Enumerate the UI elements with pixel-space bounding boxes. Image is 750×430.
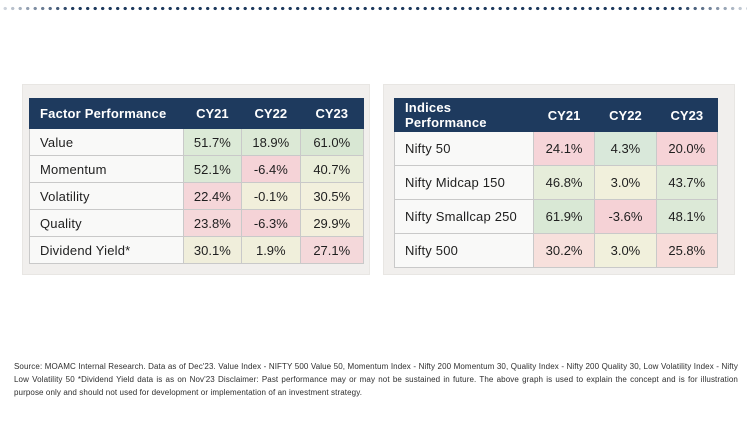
cell-value: 25.8% — [655, 233, 719, 268]
cell-value: 1.9% — [241, 236, 301, 264]
cell-value: 52.1% — [182, 155, 243, 183]
factor-col-cy23: CY23 — [299, 98, 365, 129]
table-row-dividend-yield: Dividend Yield* 30.1% 1.9% 27.1% — [29, 236, 365, 264]
cell-value: 29.9% — [299, 209, 365, 237]
cell-value: 4.3% — [594, 131, 657, 166]
cell-value: 3.0% — [594, 165, 657, 200]
table-row-volatility: Volatility 22.4% -0.1% 30.5% — [29, 182, 365, 210]
factor-table-header-row: Factor Performance CY21 CY22 CY23 — [29, 98, 365, 129]
dotted-divider — [3, 6, 747, 11]
table-row-nifty-smallcap-250: Nifty Smallcap 250 61.9% -3.6% 48.1% — [394, 199, 719, 234]
indices-col-cy23: CY23 — [655, 98, 719, 132]
cell-value: 18.9% — [241, 128, 301, 156]
table-row-momentum: Momentum 52.1% -6.4% 40.7% — [29, 155, 365, 183]
factor-col-cy22: CY22 — [241, 98, 301, 129]
table-row-value: Value 51.7% 18.9% 61.0% — [29, 128, 365, 156]
cell-value: 24.1% — [532, 131, 596, 166]
cell-value: 30.2% — [532, 233, 596, 268]
cell-value: 27.1% — [299, 236, 365, 264]
indices-col-cy22: CY22 — [594, 98, 657, 132]
cell-value: 30.5% — [299, 182, 365, 210]
table-row-nifty-50: Nifty 50 24.1% 4.3% 20.0% — [394, 131, 719, 166]
cell-value: 61.0% — [299, 128, 365, 156]
indices-table-title: Indices Performance — [394, 98, 534, 132]
table-row-nifty-midcap-150: Nifty Midcap 150 46.8% 3.0% 43.7% — [394, 165, 719, 200]
cell-value: 61.9% — [532, 199, 596, 234]
cell-value: 43.7% — [655, 165, 719, 200]
source-disclaimer-text: Source: MOAMC Internal Research. Data as… — [14, 362, 738, 397]
row-label: Momentum — [29, 155, 184, 183]
cell-value: 48.1% — [655, 199, 719, 234]
cell-value: 3.0% — [594, 233, 657, 268]
factor-performance-table: Factor Performance CY21 CY22 CY23 Value … — [29, 98, 365, 264]
table-row-quality: Quality 23.8% -6.3% 29.9% — [29, 209, 365, 237]
row-label: Quality — [29, 209, 184, 237]
cell-value: -0.1% — [241, 182, 301, 210]
cell-value: -6.4% — [241, 155, 301, 183]
row-label: Dividend Yield* — [29, 236, 184, 264]
indices-performance-table: Indices Performance CY21 CY22 CY23 Nifty… — [394, 98, 719, 268]
cell-value: 30.1% — [182, 236, 243, 264]
cell-value: -6.3% — [241, 209, 301, 237]
indices-table-header-row: Indices Performance CY21 CY22 CY23 — [394, 98, 719, 132]
cell-value: 22.4% — [182, 182, 243, 210]
row-label: Nifty Midcap 150 — [394, 165, 534, 200]
table-row-nifty-500: Nifty 500 30.2% 3.0% 25.8% — [394, 233, 719, 268]
row-label: Nifty 500 — [394, 233, 534, 268]
row-label: Nifty Smallcap 250 — [394, 199, 534, 234]
factor-performance-card: Factor Performance CY21 CY22 CY23 Value … — [22, 84, 370, 275]
factor-col-cy21: CY21 — [182, 98, 243, 129]
cell-value: -3.6% — [594, 199, 657, 234]
row-label: Value — [29, 128, 184, 156]
cell-value: 40.7% — [299, 155, 365, 183]
cell-value: 51.7% — [182, 128, 243, 156]
cell-value: 23.8% — [182, 209, 243, 237]
factor-table-title: Factor Performance — [29, 98, 184, 129]
cell-value: 46.8% — [532, 165, 596, 200]
cell-value: 20.0% — [655, 131, 719, 166]
row-label: Nifty 50 — [394, 131, 534, 166]
indices-col-cy21: CY21 — [532, 98, 596, 132]
row-label: Volatility — [29, 182, 184, 210]
indices-performance-card: Indices Performance CY21 CY22 CY23 Nifty… — [383, 84, 735, 275]
